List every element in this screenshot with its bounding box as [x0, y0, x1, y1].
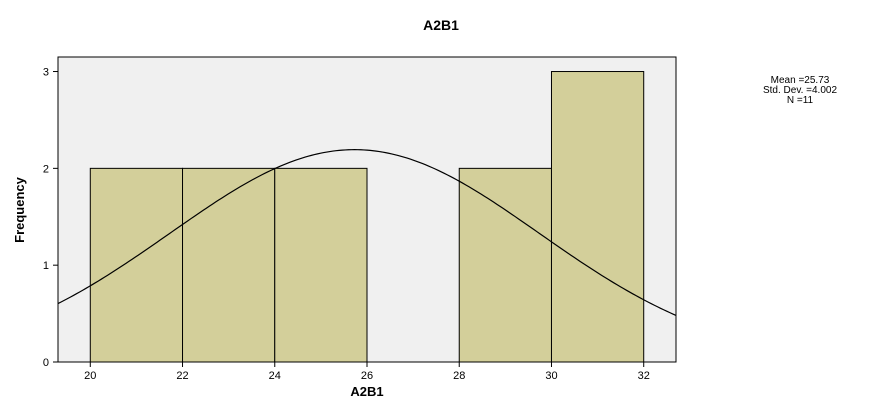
bars-group	[89, 71, 645, 363]
normal-curve	[57, 149, 677, 316]
y-tick-label-3: 3	[43, 67, 49, 79]
x-tick-label-5: 30	[545, 370, 557, 382]
x-tick-label-4: 28	[453, 370, 465, 382]
stats-box: Mean =25.73 Std. Dev. =4.002 N =11	[763, 75, 837, 106]
chart-title: A2B1	[423, 17, 459, 33]
y-axis: 0 1 2 3	[43, 67, 58, 369]
x-axis-title: A2B1	[350, 384, 383, 399]
x-tick-label-1: 22	[176, 370, 188, 382]
y-axis-title: Frequency	[12, 176, 27, 243]
histogram-bar-2	[274, 167, 368, 363]
histogram-bar-1	[182, 167, 276, 363]
stats-std-dev: Std. Dev. =4.002	[763, 85, 837, 96]
histogram-bar-4	[458, 167, 552, 363]
x-axis: 20 22 24 26 28 30 32	[84, 362, 650, 382]
histogram-bar-0	[89, 167, 184, 363]
x-tick-label-3: 26	[361, 370, 373, 382]
y-tick-label-2: 2	[43, 163, 49, 175]
y-tick-label-1: 1	[43, 260, 49, 272]
y-tick-label-0: 0	[43, 357, 49, 369]
x-tick-label-2: 24	[269, 370, 281, 382]
x-tick-label-0: 20	[84, 370, 96, 382]
histogram-bar-5	[550, 71, 645, 363]
x-tick-label-6: 32	[638, 370, 650, 382]
stats-mean: Mean =25.73	[771, 75, 830, 86]
stats-n: N =11	[787, 95, 814, 106]
